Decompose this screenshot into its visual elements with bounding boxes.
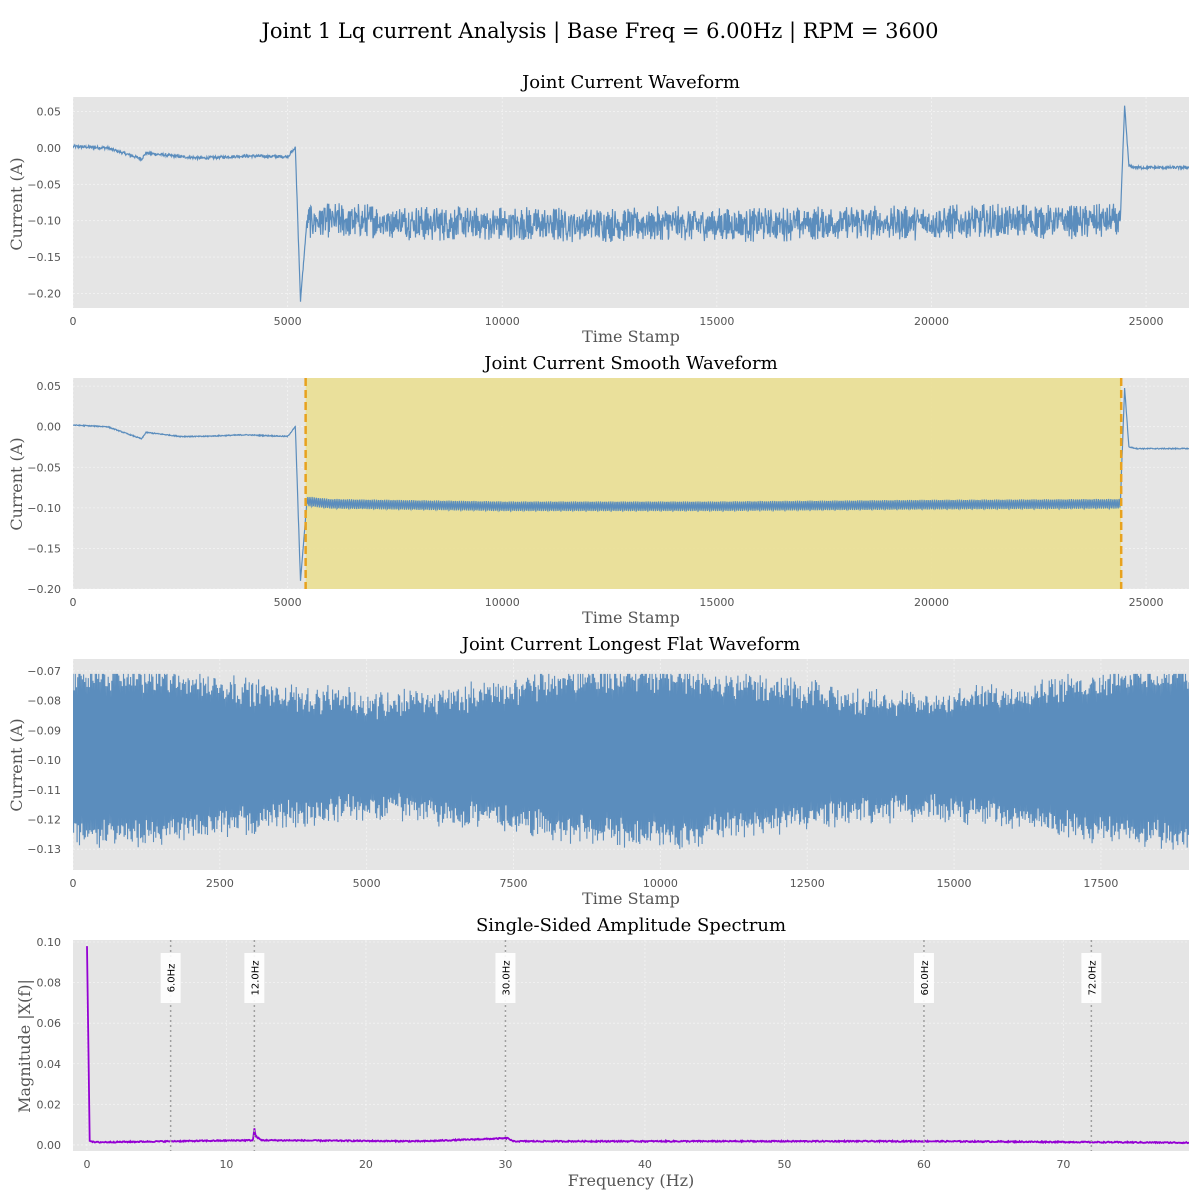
x-tick-label: 20000 (914, 596, 949, 609)
x-tick-label: 25000 (1129, 315, 1164, 328)
x-tick-label: 50 (777, 1158, 791, 1171)
y-tick-label: −0.09 (27, 724, 61, 737)
x-tick-label: 20000 (914, 315, 949, 328)
y-tick-label: 0.08 (37, 977, 62, 990)
y-tick-label: −0.08 (27, 695, 61, 708)
harmonic-label-box (160, 953, 181, 1003)
y-tick-label: 0.10 (37, 936, 62, 949)
y-tick-label: 0.05 (37, 106, 62, 119)
smooth-waveform-panel: Joint Current Smooth Waveform Time Stamp… (7, 353, 1189, 627)
harmonic-label: 6.0Hz (167, 964, 178, 993)
x-tick-label: 15000 (699, 315, 734, 328)
x-tick-label: 20 (359, 1158, 373, 1171)
smooth-waveform-ylabel: Current (A) (7, 437, 26, 530)
x-tick-label: 40 (638, 1158, 652, 1171)
x-tick-label: 60 (917, 1158, 931, 1171)
current-signal-line (73, 105, 1189, 302)
plot-content (86, 946, 1189, 1145)
harmonic-label-box (1081, 953, 1102, 1003)
y-tick-label: −0.13 (27, 843, 61, 856)
y-tick-label: −0.05 (27, 461, 61, 474)
y-tick-label: −0.11 (27, 784, 61, 797)
x-tick-label: 7500 (500, 877, 528, 890)
flat-signal-line (73, 673, 1189, 850)
smooth-waveform-title: Joint Current Smooth Waveform (482, 353, 777, 374)
y-tick-label: −0.07 (27, 665, 61, 678)
flat-waveform-xlabel: Time Stamp (582, 889, 680, 908)
x-tick-label: 0 (70, 596, 77, 609)
harmonic-label: 30.0Hz (501, 960, 512, 995)
x-tick-label: 70 (1056, 1158, 1070, 1171)
harmonic-label: 72.0Hz (1087, 960, 1098, 995)
x-tick-label: 0 (83, 1158, 90, 1171)
smooth-waveform-xlabel: Time Stamp (582, 608, 680, 627)
spectrum-title: Single-Sided Amplitude Spectrum (476, 915, 786, 936)
x-tick-label: 10000 (485, 596, 520, 609)
harmonic-label: 60.0Hz (920, 960, 931, 995)
x-tick-label: 0 (70, 877, 77, 890)
flat-waveform-ylabel: Current (A) (7, 718, 26, 811)
waveform-xlabel: Time Stamp (582, 327, 680, 346)
figure-title: Joint 1 Lq current Analysis | Base Freq … (259, 19, 938, 44)
x-tick-label: 0 (70, 315, 77, 328)
plot-content (73, 673, 1189, 850)
plot-area (73, 940, 1189, 1151)
spectrum-panel: Single-Sided Amplitude Spectrum Frequenc… (15, 915, 1189, 1190)
harmonic-label-box (244, 953, 265, 1003)
x-tick-label: 25000 (1129, 596, 1164, 609)
y-tick-label: 0.00 (37, 1139, 62, 1152)
spectrum-line (86, 946, 1189, 1145)
x-tick-label: 5000 (353, 877, 381, 890)
y-tick-label: −0.10 (27, 502, 61, 515)
plot-content (73, 105, 1189, 302)
y-tick-label: 0.02 (37, 1098, 62, 1111)
x-tick-label: 5000 (274, 596, 302, 609)
x-tick-label: 15000 (699, 596, 734, 609)
spectrum-xlabel: Frequency (Hz) (568, 1171, 695, 1190)
harmonic-label-box (495, 953, 516, 1003)
harmonic-label-box (913, 953, 934, 1003)
x-tick-label: 30 (498, 1158, 512, 1171)
spectrum-ylabel: Magnitude |X(f)| (15, 979, 34, 1113)
y-tick-label: 0.06 (37, 1017, 62, 1030)
waveform-ylabel: Current (A) (7, 157, 26, 250)
y-tick-label: −0.20 (27, 287, 61, 300)
y-tick-label: −0.15 (27, 542, 61, 555)
steady-region-highlight (305, 378, 1122, 589)
y-tick-label: −0.12 (27, 813, 61, 826)
x-tick-label: 12500 (790, 877, 825, 890)
x-tick-label: 15000 (937, 877, 972, 890)
x-tick-label: 10000 (485, 315, 520, 328)
waveform-panel: Joint Current Waveform Time Stamp Curren… (7, 72, 1189, 346)
current-signal-line (73, 387, 1189, 581)
x-tick-label: 10000 (643, 877, 678, 890)
flat-waveform-panel: Joint Current Longest Flat Waveform Time… (7, 634, 1189, 908)
x-tick-label: 10 (219, 1158, 233, 1171)
flat-waveform-title: Joint Current Longest Flat Waveform (460, 634, 800, 655)
waveform-title: Joint Current Waveform (520, 72, 740, 93)
plot-content (73, 378, 1189, 589)
harmonic-label: 12.0Hz (250, 960, 261, 995)
y-tick-label: −0.15 (27, 251, 61, 264)
y-tick-label: −0.20 (27, 583, 61, 596)
x-tick-label: 2500 (206, 877, 234, 890)
plot-area (73, 97, 1189, 308)
y-tick-label: 0.00 (37, 142, 62, 155)
y-tick-label: 0.00 (37, 421, 62, 434)
y-tick-label: −0.10 (27, 215, 61, 228)
x-tick-label: 5000 (274, 315, 302, 328)
y-tick-label: 0.05 (37, 380, 62, 393)
y-tick-label: −0.10 (27, 754, 61, 767)
x-tick-label: 17500 (1083, 877, 1118, 890)
y-tick-label: 0.04 (37, 1058, 62, 1071)
y-tick-label: −0.05 (27, 178, 61, 191)
